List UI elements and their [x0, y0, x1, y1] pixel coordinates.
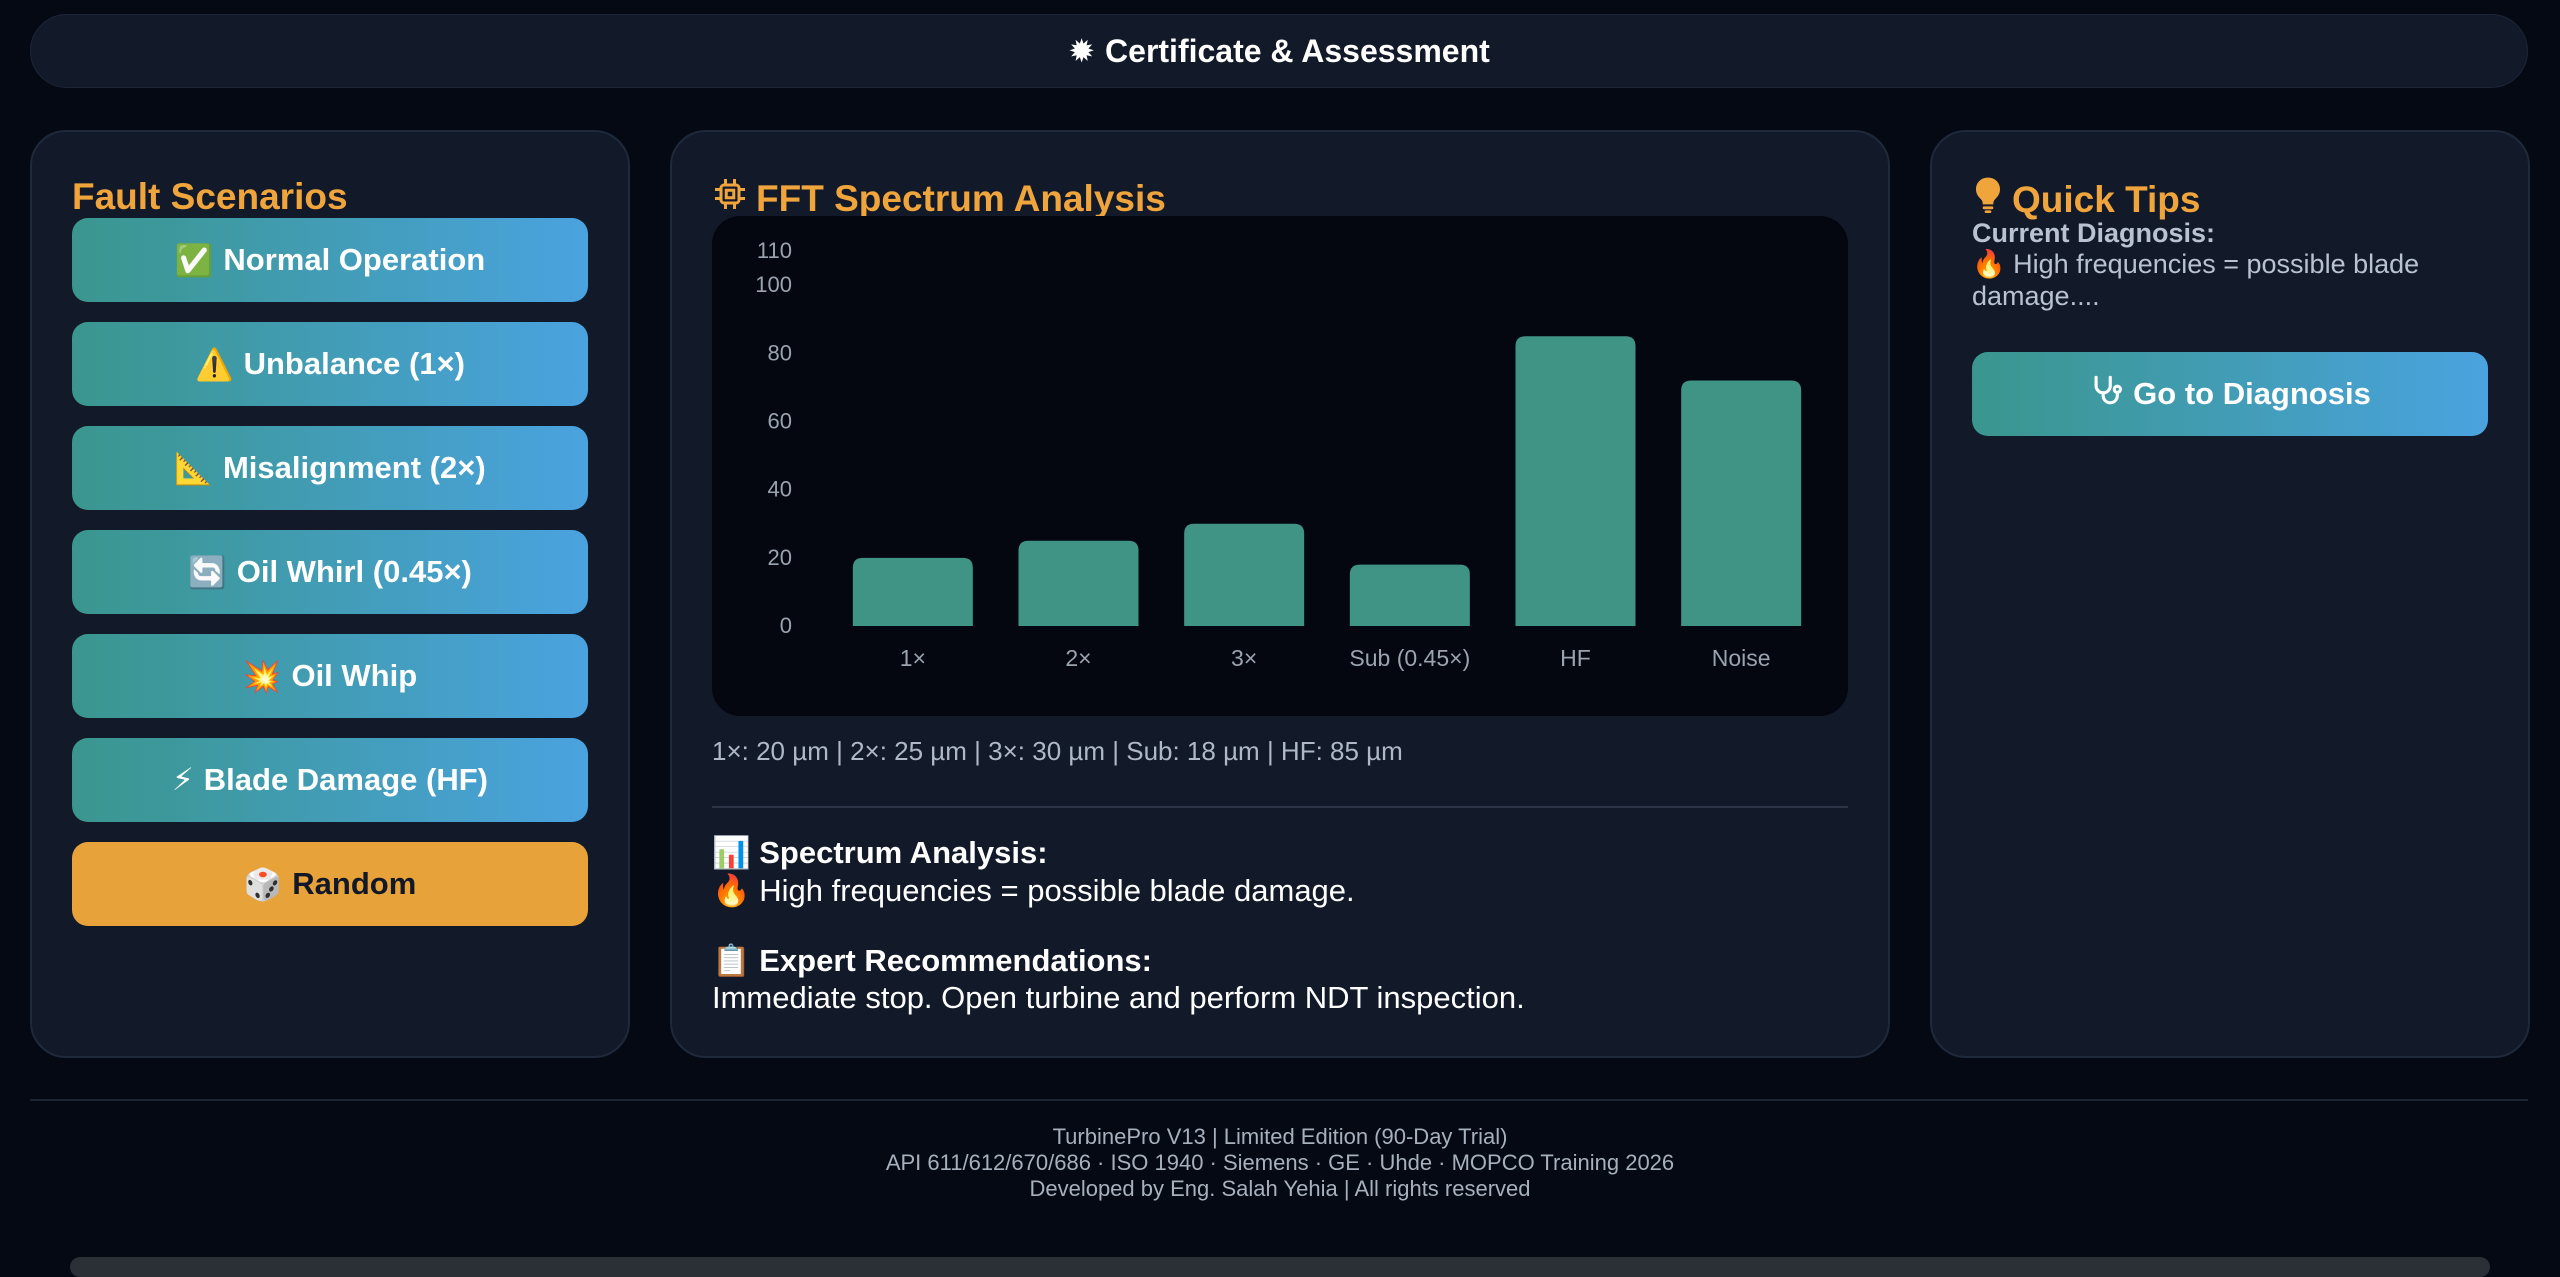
footer-divider	[30, 1099, 2528, 1101]
dice-icon: 🎲	[243, 866, 283, 902]
oil-whip-button[interactable]: 💥 Oil Whip	[72, 634, 588, 718]
x-tick-label: Sub (0.45×)	[1349, 645, 1470, 671]
cycle-icon: 🔄	[188, 554, 227, 590]
bar-chart-icon: 📊	[712, 835, 751, 870]
bar-1	[1018, 540, 1139, 626]
spectrum-analysis-text: 🔥 High frequencies = possible blade dama…	[712, 872, 1355, 909]
y-tick-label: 60	[768, 408, 792, 433]
go-to-diagnosis-button[interactable]: Go to Diagnosis	[1972, 352, 2488, 436]
check-icon: ✅	[174, 242, 214, 278]
lightning-icon: ⚡	[171, 762, 194, 797]
heading-text: Expert Recommendations:	[759, 943, 1152, 978]
footer-line-3: Developed by Eng. Salah Yehia | All righ…	[1029, 1176, 1531, 1201]
badge-icon: ✹	[1068, 33, 1096, 69]
fire-icon: 🔥	[1972, 249, 2006, 279]
fire-icon: 🔥	[712, 873, 751, 908]
fft-chart: 0 20 40 60 80 100 110 1× 2× 3× Sub (0.45×) HF Noise	[712, 216, 1848, 716]
button-label: Misalignment (2×)	[222, 450, 486, 485]
divider	[712, 806, 1848, 808]
x-tick-label: 2×	[1065, 645, 1091, 671]
y-tick-label: 110	[757, 238, 792, 263]
expert-recommendations-heading: 📋 Expert Recommendations:	[712, 942, 1152, 979]
quick-tips-panel: Quick Tips Current Diagnosis: 🔥 High fre…	[1930, 130, 2530, 1058]
fault-scenarios-panel: Fault Scenarios ✅ Normal Operation ⚠️ Un…	[30, 130, 630, 1058]
x-tick-label: 1×	[900, 645, 926, 671]
normal-operation-button[interactable]: ✅ Normal Operation	[72, 218, 588, 302]
footer-line-2: API 611/612/670/686 · ISO 1940 · Siemens…	[885, 1150, 1675, 1175]
misalignment-button[interactable]: 📐 Misalignment (2×)	[72, 426, 588, 510]
horizontal-scrollbar[interactable]	[70, 1257, 2490, 1277]
bar-2	[1184, 523, 1305, 626]
y-tick-label: 100	[755, 272, 792, 297]
analysis-text: High frequencies = possible blade damage…	[759, 873, 1355, 908]
button-label: Oil Whirl (0.45×)	[236, 554, 472, 589]
button-label: Unbalance (1×)	[243, 346, 465, 381]
footer-line-1: TurbinePro V13 | Limited Edition (90-Day…	[1052, 1124, 1508, 1149]
fault-scenarios-title: Fault Scenarios	[72, 176, 348, 217]
x-tick-label: Noise	[1712, 645, 1771, 671]
clipboard-icon: 📋	[712, 943, 751, 978]
oil-whirl-button[interactable]: 🔄 Oil Whirl (0.45×)	[72, 530, 588, 614]
fft-spectrum-title: FFT Spectrum Analysis	[712, 176, 1166, 221]
page-title: Certificate & Assessment	[1105, 32, 1490, 69]
x-tick-label: HF	[1560, 645, 1591, 671]
unbalance-button[interactable]: ⚠️ Unbalance (1×)	[72, 322, 588, 406]
y-tick-label: 0	[780, 613, 792, 638]
y-tick-label: 20	[768, 545, 792, 570]
button-label: Oil Whip	[291, 658, 418, 693]
current-diagnosis-label: Current Diagnosis:	[1972, 218, 2216, 248]
amplitude-readout: 1×: 20 µm | 2×: 25 µm | 3×: 30 µm | Sub:…	[712, 736, 1403, 766]
button-label: Blade Damage (HF)	[203, 762, 488, 797]
expert-recommendations-text: Immediate stop. Open turbine and perform…	[712, 980, 1525, 1015]
bar-0	[852, 557, 973, 626]
stethoscope-icon	[2089, 373, 2123, 415]
current-diagnosis-text: 🔥 High frequencies = possible blade dama…	[1972, 248, 2502, 312]
chip-icon	[712, 176, 748, 221]
footer: TurbinePro V13 | Limited Edition (90-Day…	[0, 1124, 2560, 1202]
diagnosis-text: High frequencies = possible blade damage…	[1972, 249, 2420, 311]
triangle-ruler-icon: 📐	[174, 450, 213, 486]
bar-4	[1515, 336, 1636, 626]
x-tick-label: 3×	[1231, 645, 1257, 671]
button-label: Go to Diagnosis	[2133, 376, 2371, 411]
bar-3	[1349, 564, 1470, 626]
blade-damage-button[interactable]: ⚡ Blade Damage (HF)	[72, 738, 588, 822]
button-label: Random	[292, 866, 417, 901]
button-label: Normal Operation	[223, 242, 486, 277]
bar-5	[1681, 380, 1802, 626]
fft-bar-chart: 0 20 40 60 80 100 110 1× 2× 3× Sub (0.45×) HF Noise	[755, 238, 1802, 671]
fft-title-text: FFT Spectrum Analysis	[756, 177, 1166, 219]
y-tick-label: 80	[768, 340, 792, 365]
header-bar: ✹ Certificate & Assessment	[30, 14, 2528, 88]
fft-spectrum-panel: FFT Spectrum Analysis 0 20 40 60 80 100 110 1× 2…	[670, 130, 1890, 1058]
y-tick-label: 40	[768, 477, 792, 502]
heading-text: Spectrum Analysis:	[759, 835, 1048, 870]
warning-icon: ⚠️	[195, 346, 234, 382]
quick-tips-title: Quick Tips	[1972, 176, 2201, 223]
collision-icon: 💥	[242, 658, 282, 694]
random-button[interactable]: 🎲 Random	[72, 842, 588, 926]
lightbulb-icon	[1972, 176, 2004, 223]
tips-title-text: Quick Tips	[2012, 178, 2201, 220]
spectrum-analysis-heading: 📊 Spectrum Analysis:	[712, 834, 1048, 871]
